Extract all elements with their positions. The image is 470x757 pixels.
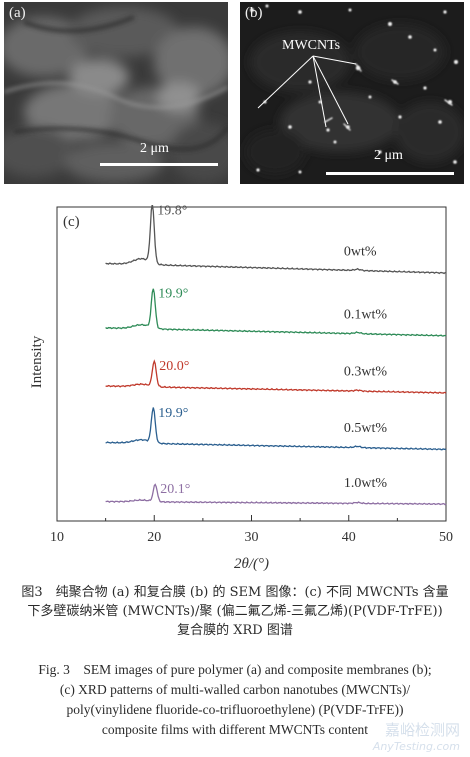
scale-bar-label-b: 2 μm bbox=[374, 148, 403, 163]
panel-label-b: (b) bbox=[245, 5, 263, 21]
sem-texture-b bbox=[240, 2, 464, 184]
sem-image-b: (b) MWCNTs 2 μm bbox=[240, 2, 464, 184]
y-axis-label: Intensity bbox=[29, 335, 45, 388]
x-tick-label: 20 bbox=[147, 530, 161, 545]
scale-bar-b bbox=[326, 172, 454, 175]
x-tick-label: 40 bbox=[342, 530, 356, 545]
peak-label-5: 20.1° bbox=[160, 482, 190, 497]
watermark-line-1: 嘉峪检测网 bbox=[384, 721, 460, 739]
caption-cn-line-3: 复合膜的 XRD 图谱 bbox=[177, 623, 293, 638]
sem-image-a: (a) 2 μm bbox=[4, 2, 228, 184]
series-line-2 bbox=[105, 288, 447, 337]
caption-en-line-1: Fig. 3 SEM images of pure polymer (a) an… bbox=[38, 662, 432, 677]
x-tick-label: 10 bbox=[50, 530, 64, 545]
panel-label-a: (a) bbox=[9, 5, 26, 21]
scale-bar-a bbox=[100, 163, 218, 166]
series-label-1: 0wt% bbox=[344, 245, 377, 260]
caption-en-line-3: poly(vinylidene fluoride-co-trifluoroeth… bbox=[66, 702, 404, 717]
caption-english: Fig. 3 SEM images of pure polymer (a) an… bbox=[0, 660, 470, 740]
series-line-3 bbox=[105, 359, 447, 394]
mwcnts-annotation: MWCNTs bbox=[282, 38, 341, 53]
peak-label-3: 20.0° bbox=[159, 359, 189, 374]
x-tick-label: 30 bbox=[245, 530, 259, 545]
mwcnt-pointer-lines bbox=[257, 55, 357, 128]
series-line-1 bbox=[105, 205, 447, 275]
peak-label-2: 19.9° bbox=[158, 287, 188, 302]
watermark-line-2: AnyTesting.com bbox=[372, 740, 460, 753]
series-line-4 bbox=[105, 407, 447, 451]
caption-cn-line-1: 图3 纯聚合物 (a) 和复合膜 (b) 的 SEM 图像：(c) 不同 MWC… bbox=[21, 585, 449, 600]
caption-en-line-2: (c) XRD patterns of multi-walled carbon … bbox=[59, 682, 411, 697]
plot-frame bbox=[56, 206, 447, 522]
xrd-chart: 10 20 30 40 50 2θ/(°) Intensity (c) 19.8° 0wt% 19.… bbox=[29, 205, 453, 572]
chart-panel-label: (c) bbox=[63, 214, 80, 230]
scale-bar-label-a: 2 μm bbox=[140, 141, 169, 156]
caption-cn-line-2: 下多壁碳纳米管 (MWCNTs)/聚 (偏二氟乙烯-三氟乙烯)(P(VDF-Tr… bbox=[27, 604, 443, 619]
watermark: 嘉峪检测网 AnyTesting.com bbox=[373, 719, 460, 753]
chart-layer: 10 20 30 40 50 2θ/(°) Intensity (c) 19.8° 0wt% 19.… bbox=[29, 205, 453, 572]
x-tick-label: 50 bbox=[439, 530, 453, 545]
sem-texture-a bbox=[4, 2, 228, 184]
series-label-2: 0.1wt% bbox=[344, 307, 388, 322]
caption-chinese: 图3 纯聚合物 (a) 和复合膜 (b) 的 SEM 图像：(c) 不同 MWC… bbox=[0, 583, 470, 640]
caption-en-line-4: composite films with different MWCNTs co… bbox=[101, 722, 369, 737]
peak-label-1: 19.8° bbox=[157, 205, 187, 218]
x-axis-label: 2θ/(°) bbox=[234, 556, 269, 572]
series-label-3: 0.3wt% bbox=[344, 365, 388, 380]
series-label-4: 0.5wt% bbox=[344, 421, 388, 436]
series-line-5 bbox=[105, 483, 447, 506]
series-label-5: 1.0wt% bbox=[344, 476, 388, 491]
peak-label-4: 19.9° bbox=[158, 406, 188, 421]
